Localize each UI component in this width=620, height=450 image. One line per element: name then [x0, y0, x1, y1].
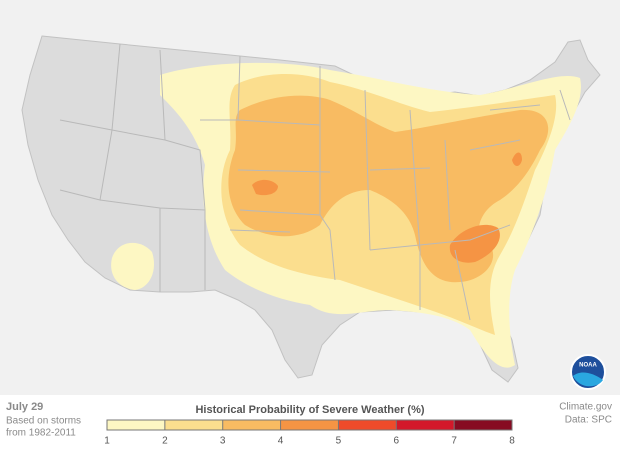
- legend-tick-label: 1: [104, 436, 110, 447]
- legend-swatch: [338, 420, 397, 430]
- legend-tick-label: 3: [220, 436, 226, 447]
- state-borders: [59, 43, 571, 321]
- legend-tick-label: 2: [162, 436, 168, 447]
- legend-tick-label: 8: [509, 436, 515, 447]
- logo-text: NOAA: [579, 363, 597, 369]
- credit: Climate.gov: [559, 402, 612, 413]
- legend-swatch: [164, 420, 223, 430]
- legend-tick-label: 6: [394, 436, 400, 447]
- noaa-logo: NOAA: [570, 354, 606, 390]
- legend-swatch: [280, 420, 339, 430]
- legend-tick-label: 4: [278, 436, 284, 447]
- legend-swatch: [107, 420, 165, 430]
- legend-swatch: [222, 420, 281, 430]
- region: [252, 179, 278, 196]
- legend-tick-label: 5: [336, 436, 342, 447]
- legend-swatch: [454, 420, 512, 430]
- region: [449, 224, 500, 263]
- legend: 1 2 3 4 5 6 7 8: [104, 419, 515, 447]
- date: July 29: [6, 401, 43, 413]
- note-line: from 1982-2011: [6, 428, 76, 439]
- legend-swatch: [396, 420, 455, 430]
- legend-tick-label: 7: [451, 436, 457, 447]
- credit: Data: SPC: [565, 415, 612, 426]
- legend-title: Historical Probability of Severe Weather…: [195, 404, 424, 416]
- region: [512, 152, 522, 166]
- logo-wave: [573, 372, 603, 387]
- probability-regions: [111, 62, 581, 368]
- region: [111, 242, 155, 290]
- note-line: Based on storms: [6, 416, 81, 427]
